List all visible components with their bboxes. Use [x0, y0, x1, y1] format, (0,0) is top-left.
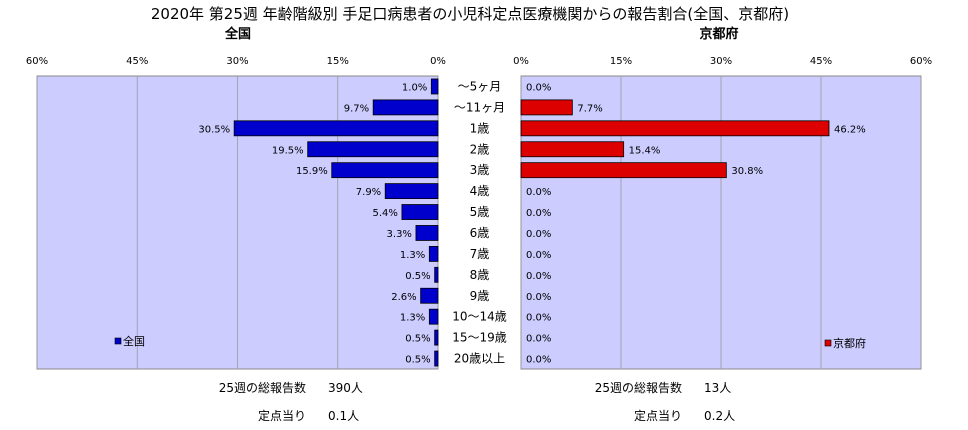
category-label: 1歳 [470, 121, 490, 135]
stat-kyoto-reports-label: 25週の総報告数 [595, 380, 682, 395]
panel-title-national: 全国 [224, 26, 251, 42]
data-label-national: 0.5% [405, 334, 430, 345]
tick-label-national: 15% [327, 56, 349, 67]
category-label: 2歳 [470, 142, 490, 156]
stat-kyoto-per-site-label: 定点当り [634, 408, 682, 423]
bar-kyoto [520, 162, 727, 179]
category-label: 7歳 [470, 247, 490, 261]
stat-national-per-site-label: 定点当り [258, 408, 306, 423]
category-label: 15～19歳 [452, 331, 507, 345]
bar-national [420, 287, 439, 304]
bar-national [428, 245, 439, 262]
data-label-national: 15.9% [296, 166, 328, 177]
data-label-kyoto: 0.0% [526, 313, 551, 324]
category-label: 4歳 [470, 184, 490, 198]
stats-kyoto: 25週の総報告数 13人 定点当り 0.2人 [595, 380, 735, 423]
bar-national [415, 225, 439, 241]
bar-national [401, 204, 439, 220]
stat-national-reports-value: 390人 [328, 381, 363, 395]
data-label-national: 0.5% [405, 271, 430, 282]
data-label-kyoto: 0.0% [526, 271, 551, 282]
tick-label-national: 60% [26, 56, 48, 67]
tick-label-national: 0% [430, 56, 446, 67]
data-label-national: 19.5% [272, 145, 304, 156]
data-label-kyoto: 0.0% [526, 334, 551, 345]
legend-label-kyoto: 京都府 [833, 336, 866, 350]
legend-swatch-national [114, 337, 122, 345]
data-label-national: 0.5% [405, 355, 430, 366]
data-label-national: 1.3% [400, 250, 425, 261]
bar-kyoto [520, 120, 830, 137]
panel-title-kyoto: 京都府 [699, 26, 738, 42]
data-label-kyoto: 0.0% [526, 187, 551, 198]
data-label-kyoto: 0.0% [526, 250, 551, 261]
category-label: 10～14歳 [452, 310, 507, 324]
data-label-kyoto: 0.0% [526, 82, 551, 93]
data-label-national: 1.3% [400, 313, 425, 324]
bar-national [434, 329, 439, 346]
category-label: 3歳 [470, 163, 490, 177]
category-label: ～5ヶ月 [458, 79, 502, 93]
data-label-national: 9.7% [344, 103, 369, 114]
tick-label-kyoto: 45% [810, 56, 832, 67]
bar-national [307, 141, 439, 158]
data-label-kyoto: 30.8% [731, 166, 763, 177]
stat-national-reports-label: 25週の総報告数 [219, 380, 306, 395]
stats-national: 25週の総報告数 390人 定点当り 0.1人 [219, 380, 363, 423]
tick-label-kyoto: 0% [513, 56, 529, 67]
data-label-national: 2.6% [391, 292, 416, 303]
legend-kyoto: 京都府 [824, 336, 866, 350]
stat-kyoto-reports-value: 13人 [704, 381, 731, 395]
category-label: ～11ヶ月 [454, 100, 505, 114]
legend-swatch-kyoto [824, 339, 832, 347]
bar-national [384, 183, 439, 200]
legend-national: 全国 [114, 334, 145, 348]
tick-label-kyoto: 60% [910, 56, 932, 67]
data-label-kyoto: 46.2% [834, 124, 866, 135]
tick-label-national: 45% [126, 56, 148, 67]
bar-national [434, 266, 439, 283]
bar-kyoto [520, 99, 573, 116]
bar-kyoto [520, 141, 625, 158]
stat-national-per-site-value: 0.1人 [328, 409, 359, 423]
data-label-kyoto: 7.7% [577, 103, 602, 114]
data-label-kyoto: 15.4% [629, 145, 661, 156]
bar-national [331, 162, 439, 179]
category-label: 20歳以上 [454, 352, 505, 366]
chart-title: 2020年 第25週 年齢階級別 手足口病患者の小児科定点医療機関からの報告割合… [151, 5, 789, 23]
category-label: 5歳 [470, 205, 490, 219]
bar-national [233, 120, 439, 137]
category-label: 6歳 [470, 226, 490, 240]
data-label-national: 3.3% [387, 229, 412, 240]
category-label: 9歳 [470, 289, 490, 303]
bar-national [434, 350, 439, 367]
tick-label-kyoto: 30% [710, 56, 732, 67]
data-label-kyoto: 0.0% [526, 229, 551, 240]
data-label-national: 1.0% [402, 82, 427, 93]
data-label-national: 7.9% [356, 187, 381, 198]
stat-kyoto-per-site-value: 0.2人 [704, 409, 735, 423]
tick-label-national: 30% [226, 56, 248, 67]
bar-national [372, 99, 439, 116]
data-label-kyoto: 0.0% [526, 292, 551, 303]
data-label-kyoto: 0.0% [526, 208, 551, 219]
category-label: 8歳 [470, 268, 490, 282]
tick-label-kyoto: 15% [610, 56, 632, 67]
legend-label-national: 全国 [123, 334, 145, 348]
bar-national [430, 78, 439, 95]
data-label-national: 30.5% [198, 124, 230, 135]
data-label-kyoto: 0.0% [526, 355, 551, 366]
bar-national [428, 308, 439, 325]
data-label-national: 5.4% [373, 208, 398, 219]
